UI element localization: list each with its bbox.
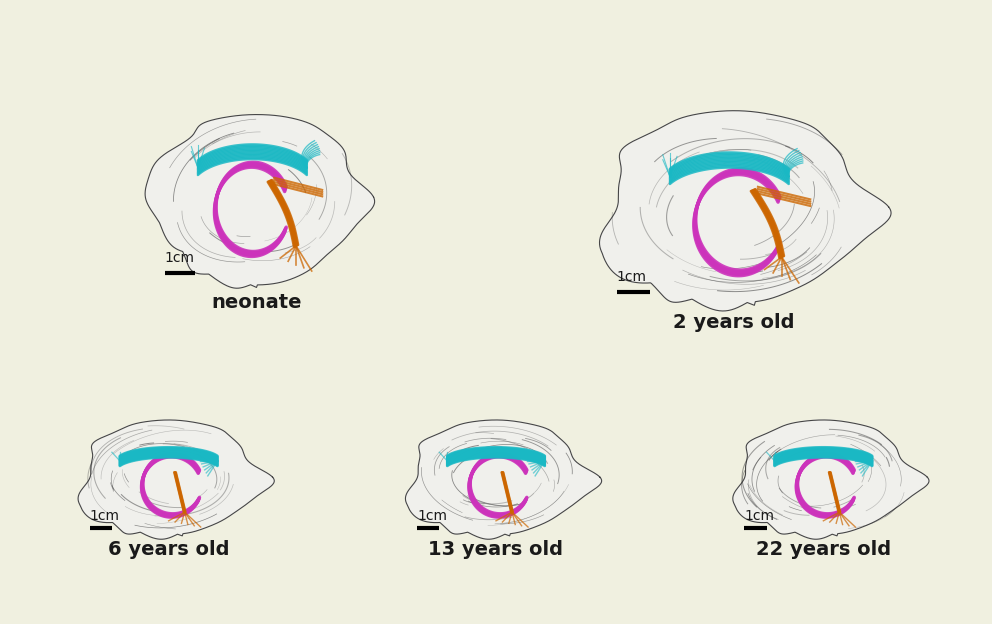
Text: 1cm: 1cm: [417, 509, 447, 523]
Text: neonate: neonate: [211, 293, 302, 313]
Text: 1cm: 1cm: [617, 270, 647, 284]
Text: 2 years old: 2 years old: [674, 313, 795, 332]
Polygon shape: [406, 420, 601, 539]
Text: 22 years old: 22 years old: [756, 540, 891, 559]
Polygon shape: [78, 420, 274, 539]
Polygon shape: [733, 420, 929, 539]
Polygon shape: [145, 115, 375, 288]
Text: 1cm: 1cm: [89, 509, 120, 523]
Polygon shape: [599, 110, 891, 311]
Text: 1cm: 1cm: [165, 251, 194, 265]
Text: 6 years old: 6 years old: [108, 540, 229, 559]
Text: 13 years old: 13 years old: [429, 540, 563, 559]
Text: 1cm: 1cm: [744, 509, 775, 523]
